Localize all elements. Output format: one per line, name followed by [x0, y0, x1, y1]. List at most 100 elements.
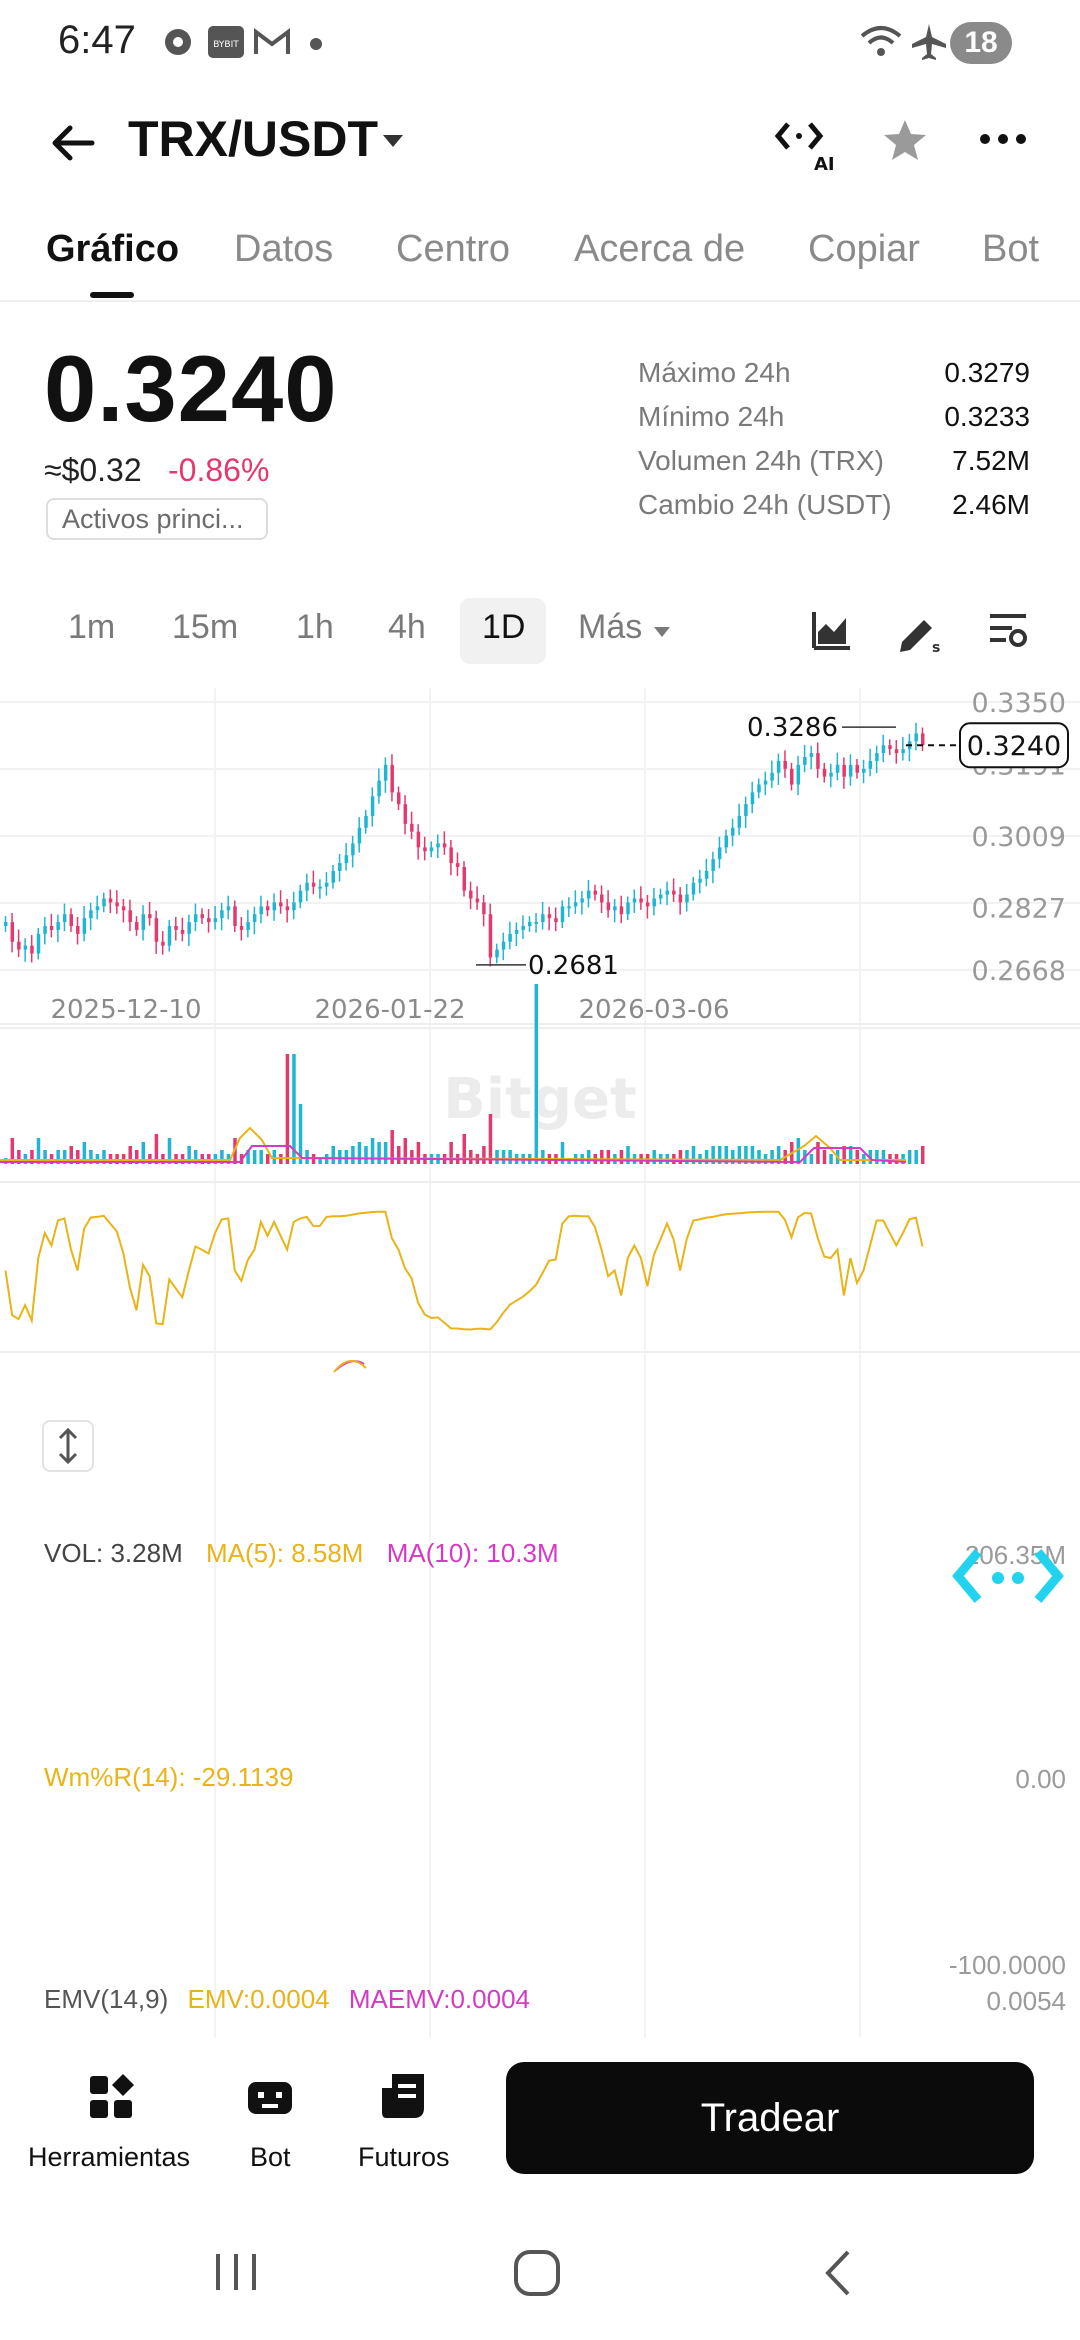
svg-text:AI: AI — [814, 154, 834, 172]
volume-bar — [691, 1146, 696, 1164]
futures-icon — [382, 2074, 424, 2118]
williams-r-line — [4, 1210, 924, 1331]
header: TRX/USDT AI — [0, 90, 1080, 200]
volume-bar — [292, 1054, 296, 1164]
volume-bar — [416, 1142, 421, 1164]
candle-body — [279, 902, 283, 907]
tabs: Gráfico Datos Centro Acerca de Copiar Bo… — [0, 210, 1080, 302]
volume-bar — [43, 1150, 47, 1164]
candle-body — [246, 922, 250, 930]
vol-ma5-label: MA(5): 8.58M — [205, 1538, 364, 1568]
volume-bar — [560, 1142, 565, 1164]
scale-toggle-button[interactable] — [42, 1420, 94, 1472]
candle-body — [763, 780, 768, 785]
more-icon[interactable] — [978, 124, 1028, 154]
candle-body — [298, 890, 303, 903]
candle-body — [370, 796, 375, 816]
candle-body — [4, 922, 8, 926]
tab-bot[interactable]: Bot — [982, 228, 1040, 270]
stat-label-turnover: Cambio 24h (USDT) — [638, 489, 892, 520]
candle-body — [351, 843, 355, 856]
interval-4h[interactable]: 4h — [388, 608, 426, 646]
candle-body — [593, 890, 597, 895]
home-icon[interactable] — [512, 2248, 562, 2298]
more-caret-icon — [654, 627, 670, 637]
volume-bars — [0, 984, 1080, 1183]
star-icon[interactable] — [880, 116, 930, 166]
volume-bar — [82, 1142, 87, 1164]
candle-body — [495, 949, 499, 958]
volume-bar — [252, 1150, 257, 1164]
dropdown-caret-icon[interactable] — [380, 130, 406, 152]
tab-copiar[interactable]: Copiar — [808, 228, 920, 270]
candle-body — [848, 764, 853, 777]
emv-pane — [333, 1360, 367, 1373]
candle-body — [803, 757, 807, 765]
candle-body — [600, 894, 604, 903]
candle-body — [501, 941, 506, 950]
candle-body — [921, 733, 925, 746]
volume-bar — [822, 1150, 827, 1164]
draw-tool-icon[interactable]: s — [896, 608, 944, 656]
status-bar: 6:47 BYBIT 18 — [0, 0, 1080, 90]
volume-bar — [770, 1150, 774, 1164]
candle-body — [770, 772, 774, 781]
interval-more[interactable]: Más — [578, 608, 643, 646]
trade-button[interactable]: Tradear — [506, 2062, 1034, 2174]
volume-bar — [318, 1158, 322, 1164]
volume-bar — [717, 1146, 722, 1164]
candle-body — [383, 764, 388, 781]
price-tick: 0.3350 — [972, 688, 1066, 719]
candle-body — [528, 922, 532, 926]
interval-1d[interactable]: 1D — [482, 608, 526, 646]
airplane-icon — [912, 24, 946, 60]
volume-bar — [56, 1150, 60, 1164]
recents-icon[interactable] — [212, 2250, 260, 2294]
candle-body — [239, 925, 244, 930]
candle-body — [292, 902, 296, 911]
ai-icon[interactable]: AI — [774, 116, 834, 172]
ai-float-icon[interactable] — [952, 1548, 1064, 1604]
nav-back-icon[interactable] — [820, 2248, 856, 2298]
price-usd: ≈$0.32 — [44, 452, 142, 488]
candle-body — [200, 914, 204, 919]
wr-axis-top: 0.00 — [1015, 1764, 1066, 1794]
chart-type-icon[interactable] — [810, 608, 854, 652]
interval-1m[interactable]: 1m — [68, 608, 116, 646]
interval-1h[interactable]: 1h — [296, 608, 334, 646]
candle-body — [626, 902, 630, 915]
volume-bar — [482, 1146, 486, 1164]
volume-bar — [220, 1150, 224, 1164]
vol-ma10-line — [0, 1145, 907, 1164]
interval-15m[interactable]: 15m — [172, 608, 239, 646]
stat-value-turnover: 2.46M — [952, 489, 1030, 520]
tab-centro[interactable]: Centro — [396, 228, 511, 270]
candle-body — [586, 890, 591, 899]
candle-body — [711, 859, 715, 871]
volume-bar — [167, 1138, 172, 1164]
pair-title[interactable]: TRX/USDT — [128, 111, 378, 167]
candle-body — [875, 753, 879, 761]
volume-bar — [36, 1138, 41, 1164]
volume-bar — [534, 984, 539, 1164]
emv-axis: 0.0054 — [986, 1986, 1066, 2016]
tab-datos[interactable]: Datos — [234, 228, 334, 270]
candle-body — [678, 894, 683, 903]
assets-tag[interactable]: Activos princi... — [46, 498, 268, 540]
candle-body — [285, 906, 290, 911]
volume-bar — [390, 1130, 394, 1164]
volume-bar — [750, 1146, 755, 1164]
candle-body — [822, 768, 827, 777]
back-arrow-icon[interactable] — [48, 118, 98, 168]
current-price-label: 0.3240 — [967, 731, 1061, 762]
stat-label-low: Mínimo 24h — [638, 401, 785, 432]
bottom-bar: Herramientas Bot Futuros Tradear — [0, 2040, 1080, 2240]
indicator-settings-icon[interactable] — [986, 608, 1030, 652]
candle-body — [76, 925, 80, 934]
candle-body — [475, 898, 480, 903]
tab-grafico[interactable]: Gráfico — [46, 228, 180, 270]
tab-acerca-de[interactable]: Acerca de — [574, 228, 746, 270]
candle-body — [757, 784, 761, 793]
